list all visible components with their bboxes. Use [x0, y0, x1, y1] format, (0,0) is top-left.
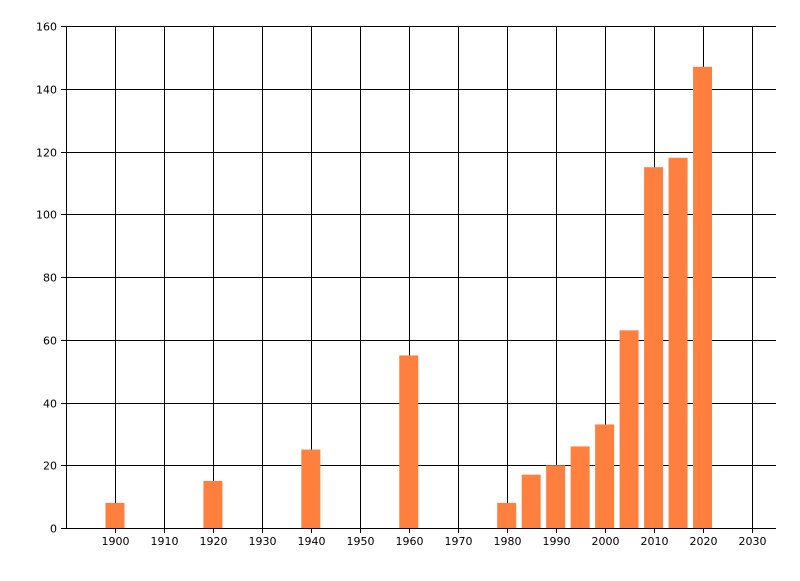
x-tick-label: 1990: [543, 535, 571, 548]
x-tick-label: 1980: [494, 535, 522, 548]
axes: [66, 26, 776, 529]
x-tick-label: 1930: [249, 535, 277, 548]
x-tick-label: 1900: [102, 535, 130, 548]
bar: [644, 167, 664, 528]
y-tick-label: 140: [36, 84, 57, 97]
x-tick-label: 1970: [445, 535, 473, 548]
x-tick-label: 1940: [298, 535, 326, 548]
bar: [546, 465, 566, 528]
y-tick-label: 40: [43, 398, 57, 411]
bar: [619, 330, 639, 528]
x-axis-ticks: 1900 1910 1920 1930 1940 1950 1960 1970 1980 1990…: [102, 528, 767, 548]
bar: [521, 474, 541, 528]
bar: [570, 446, 590, 528]
bars: [105, 66, 713, 528]
x-tick-label: 2000: [592, 535, 620, 548]
y-axis-ticks: 0 20 40 60 80 100 120 140 160: [36, 21, 66, 536]
y-tick-label: 80: [43, 272, 57, 285]
y-tick-label: 0: [50, 523, 57, 536]
x-tick-label: 1920: [200, 535, 228, 548]
y-tick-label: 60: [43, 335, 57, 348]
y-tick-label: 120: [36, 147, 57, 160]
x-tick-label: 1960: [396, 535, 424, 548]
y-tick-label: 100: [36, 209, 57, 222]
bar: [595, 424, 615, 528]
bar: [497, 502, 517, 528]
x-tick-label: 1950: [347, 535, 375, 548]
bar: [668, 157, 688, 528]
bar: [399, 355, 419, 528]
bar: [693, 66, 713, 528]
x-tick-label: 2030: [739, 535, 767, 548]
x-tick-label: 1910: [151, 535, 179, 548]
y-tick-label: 20: [43, 460, 57, 473]
bar: [203, 480, 223, 528]
bar: [105, 502, 125, 528]
y-tick-label: 160: [36, 21, 57, 34]
x-tick-label: 2020: [690, 535, 718, 548]
x-tick-label: 2010: [641, 535, 669, 548]
bar: [301, 449, 321, 528]
